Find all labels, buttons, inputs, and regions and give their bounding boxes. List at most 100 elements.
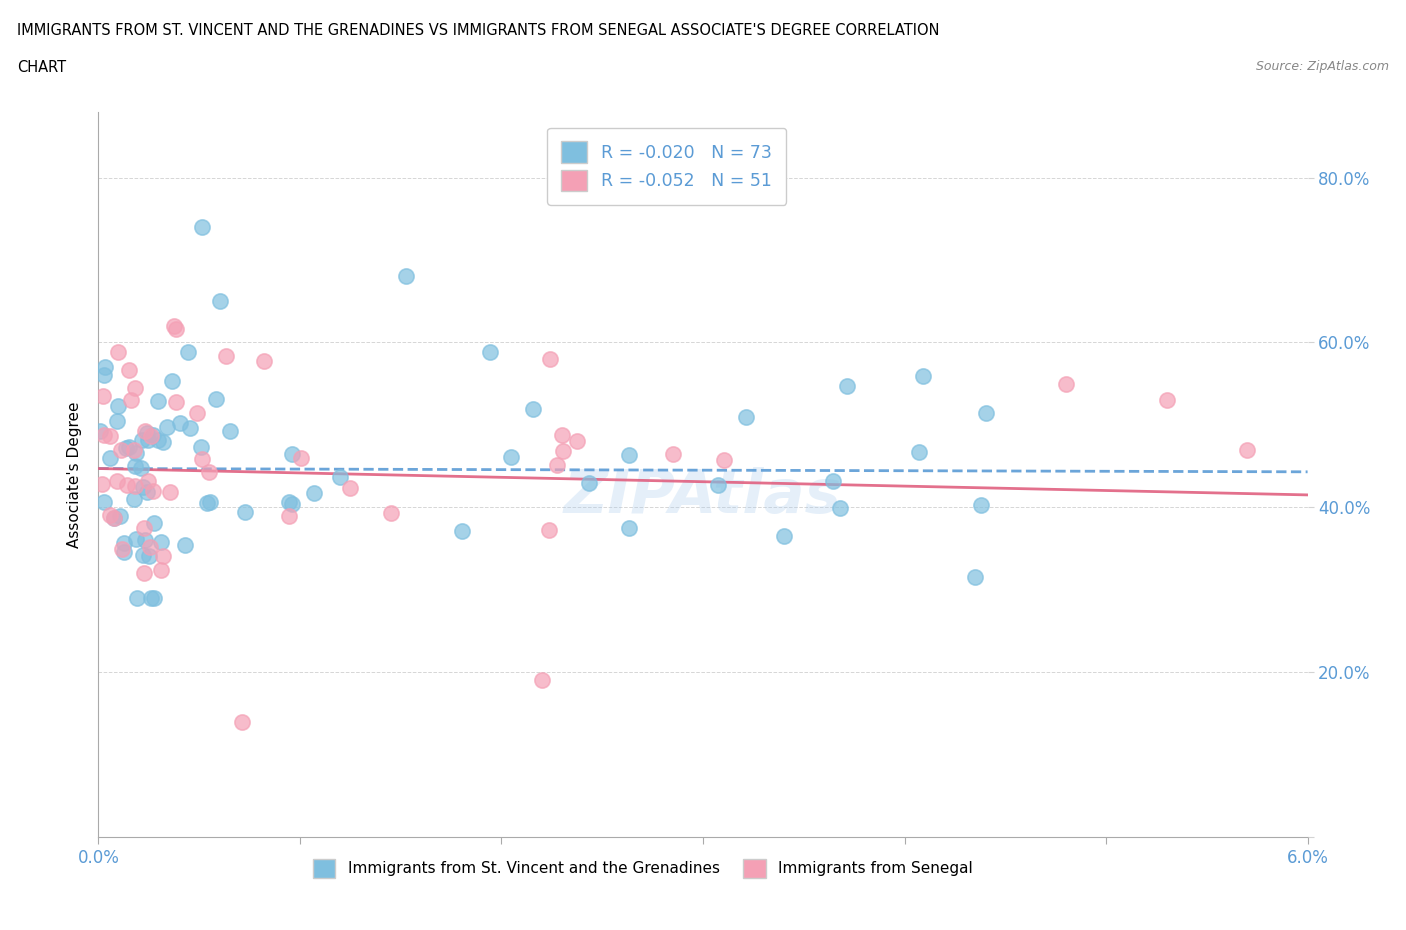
Point xyxy=(277,509,299,524)
Point xyxy=(139,540,162,555)
Point xyxy=(107,344,129,359)
Point xyxy=(281,447,304,462)
Point xyxy=(551,443,574,458)
Text: CHART: CHART xyxy=(17,60,66,75)
Point xyxy=(131,479,153,494)
Point xyxy=(139,429,162,444)
Y-axis label: Associate's Degree: Associate's Degree xyxy=(67,401,83,548)
Point xyxy=(395,269,418,284)
Point xyxy=(538,352,561,366)
Point xyxy=(233,504,256,519)
Point xyxy=(156,419,179,434)
Point xyxy=(93,428,115,443)
Point xyxy=(617,521,640,536)
Point xyxy=(176,344,198,359)
Point xyxy=(169,416,191,431)
Point xyxy=(132,565,155,580)
Point xyxy=(186,405,208,420)
Point xyxy=(970,498,993,512)
Point xyxy=(530,673,553,688)
Point xyxy=(142,483,165,498)
Point xyxy=(135,425,157,440)
Text: IMMIGRANTS FROM ST. VINCENT AND THE GRENADINES VS IMMIGRANTS FROM SENEGAL ASSOCI: IMMIGRANTS FROM ST. VINCENT AND THE GREN… xyxy=(17,23,939,38)
Point xyxy=(908,445,931,459)
Point xyxy=(179,421,201,436)
Point xyxy=(231,714,253,729)
Point xyxy=(451,524,474,538)
Point xyxy=(837,379,859,393)
Point xyxy=(134,423,156,438)
Point xyxy=(107,398,129,413)
Point xyxy=(152,549,174,564)
Point xyxy=(162,374,184,389)
Point xyxy=(522,402,544,417)
Point xyxy=(103,511,125,525)
Point xyxy=(479,345,502,360)
Point xyxy=(122,443,145,458)
Point xyxy=(965,569,987,584)
Point xyxy=(131,432,153,447)
Point xyxy=(159,485,181,500)
Point xyxy=(103,511,125,525)
Point xyxy=(136,433,159,448)
Point xyxy=(619,448,641,463)
Point xyxy=(911,368,934,383)
Point xyxy=(91,389,114,404)
Point xyxy=(278,495,301,510)
Point xyxy=(134,533,156,548)
Point xyxy=(120,392,142,407)
Point xyxy=(165,394,187,409)
Point xyxy=(118,439,141,454)
Point xyxy=(143,591,166,605)
Point xyxy=(138,549,160,564)
Point xyxy=(339,481,361,496)
Point xyxy=(118,363,141,378)
Point xyxy=(98,450,121,465)
Point xyxy=(142,428,165,443)
Legend: Immigrants from St. Vincent and the Grenadines, Immigrants from Senegal: Immigrants from St. Vincent and the Gren… xyxy=(307,853,979,884)
Point xyxy=(974,405,997,420)
Point xyxy=(98,429,121,444)
Point xyxy=(132,521,155,536)
Point xyxy=(143,516,166,531)
Point xyxy=(772,528,794,543)
Point xyxy=(165,322,187,337)
Point xyxy=(132,547,155,562)
Point xyxy=(661,446,683,461)
Point xyxy=(125,445,148,460)
Point xyxy=(215,349,238,364)
Point xyxy=(98,508,121,523)
Point xyxy=(713,453,735,468)
Point xyxy=(1054,376,1077,391)
Point xyxy=(110,443,132,458)
Point xyxy=(735,409,758,424)
Point xyxy=(114,536,136,551)
Point xyxy=(93,368,115,383)
Point xyxy=(253,353,276,368)
Point xyxy=(91,477,114,492)
Point xyxy=(380,505,402,520)
Point xyxy=(152,434,174,449)
Point xyxy=(146,394,169,409)
Point xyxy=(105,473,128,488)
Point xyxy=(93,495,115,510)
Point xyxy=(108,509,131,524)
Point xyxy=(302,485,325,500)
Point xyxy=(124,381,146,396)
Point xyxy=(173,538,195,552)
Point xyxy=(828,500,851,515)
Point xyxy=(205,392,228,406)
Point xyxy=(117,477,139,492)
Point xyxy=(200,494,222,509)
Point xyxy=(501,449,523,464)
Point xyxy=(125,591,148,605)
Point xyxy=(209,294,232,309)
Point xyxy=(329,470,352,485)
Point xyxy=(94,359,117,374)
Point xyxy=(190,439,212,454)
Point xyxy=(136,485,159,499)
Point xyxy=(191,219,214,234)
Point xyxy=(538,523,561,538)
Point xyxy=(139,591,162,605)
Point xyxy=(707,477,730,492)
